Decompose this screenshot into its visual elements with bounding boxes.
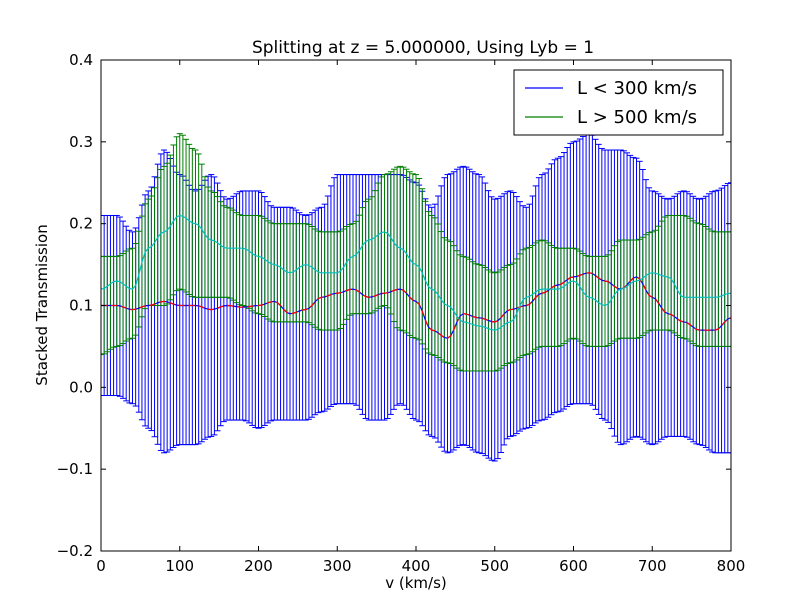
x-tick-label: 600 xyxy=(559,557,588,575)
chart-title: Splitting at z = 5.000000, Using Lyb = 1 xyxy=(252,38,594,58)
y-tick-label: 0.3 xyxy=(69,133,93,151)
y-tick-label: 0.2 xyxy=(69,215,93,233)
y-tick-label: −0.1 xyxy=(57,460,93,478)
legend-box xyxy=(513,69,724,136)
y-tick-label: 0.0 xyxy=(69,378,93,396)
y-axis-label: Stacked Transmission xyxy=(33,224,51,385)
legend-label-series-2: L > 500 km/s xyxy=(577,107,697,128)
x-tick-label: 100 xyxy=(165,557,194,575)
y-tick-label: 0.1 xyxy=(69,297,93,315)
x-tick-label: 400 xyxy=(402,557,431,575)
axis-ticks: 0 100 200 300 400 500 600 700 800 −0.2 −0.1 0.0 0.1 0… xyxy=(57,51,746,575)
x-axis-label: v (km/s) xyxy=(385,574,447,592)
legend-label-series-1: L < 300 km/s xyxy=(577,78,697,99)
y-tick-label: 0.4 xyxy=(69,51,93,69)
legend: L < 300 km/s L > 500 km/s xyxy=(513,69,724,136)
error-bars-series-2 xyxy=(101,133,731,372)
plot-area xyxy=(101,133,731,462)
x-tick-label: 0 xyxy=(96,557,106,575)
x-tick-label: 200 xyxy=(244,557,273,575)
x-tick-label: 300 xyxy=(323,557,352,575)
x-tick-label: 500 xyxy=(480,557,509,575)
mean-line-series-1 xyxy=(101,272,731,339)
x-tick-label: 700 xyxy=(638,557,667,575)
y-tick-label: −0.2 xyxy=(57,542,93,560)
x-tick-label: 800 xyxy=(717,557,746,575)
mean-line-series-2 xyxy=(101,214,731,331)
